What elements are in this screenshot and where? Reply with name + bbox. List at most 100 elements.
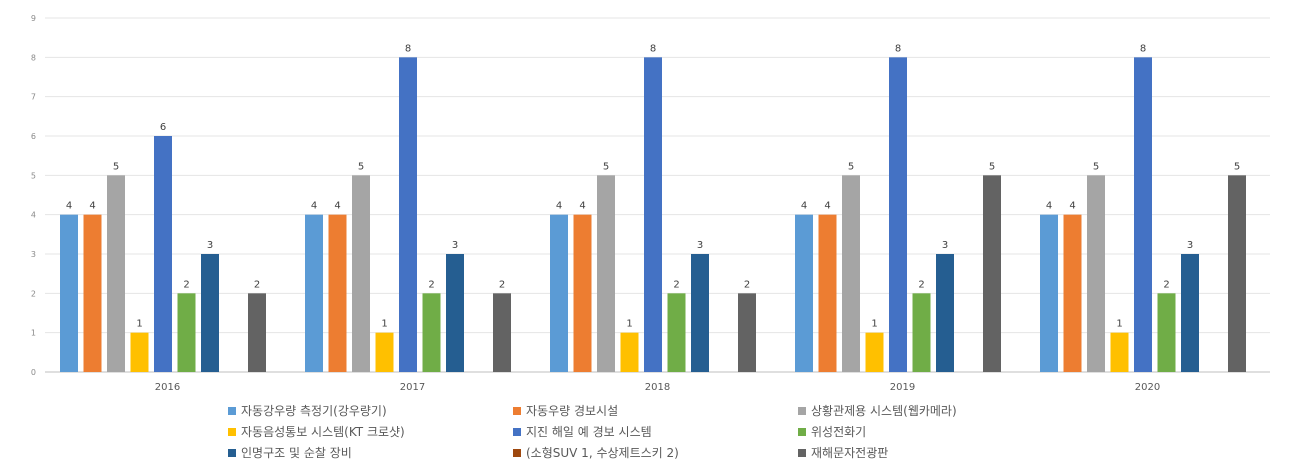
bar [60,214,78,372]
bar [795,214,813,372]
x-tick-label: 2017 [400,382,425,393]
data-label: 1 [1116,319,1122,330]
bar [201,254,219,372]
bar [691,254,709,372]
data-label: 5 [848,161,854,172]
data-label: 1 [626,319,632,330]
bar [493,293,511,372]
bar [1134,57,1152,372]
data-label: 1 [381,319,387,330]
data-label: 5 [989,161,995,172]
bar [305,214,323,372]
legend-label: 자동우량 경보시설 [526,404,619,418]
bar [1181,254,1199,372]
x-tick-label: 2020 [1135,382,1160,393]
legend-swatch [513,427,521,436]
legend-swatch [228,427,236,436]
data-label: 4 [1046,201,1052,212]
bar [983,175,1001,372]
legend-item: (소형SUV 1, 수상제트스키 2) [513,444,798,461]
data-label: 2 [744,279,750,290]
legend-label: 지진 해일 예 경보 시스템 [526,425,652,439]
data-label: 3 [1187,240,1193,251]
bars [60,57,1246,372]
x-axis-ticks: 2016 2017 2018 2019 2020 [155,382,1160,393]
data-label: 8 [650,43,656,54]
bar [352,175,370,372]
bar [818,214,837,372]
data-label: 5 [358,161,364,172]
legend-label: 재해문자전광판 [811,446,889,460]
bar [936,254,954,372]
bar [177,293,196,372]
y-tick-label: 4 [31,211,36,220]
legend-item: 자동음성통보 시스템(KT 크로샷) [228,423,513,440]
y-tick-label: 3 [31,250,36,259]
bar [422,293,441,372]
data-label: 2 [673,279,679,290]
data-label: 8 [895,43,901,54]
legend-label: 위성전화기 [811,425,867,439]
bar [1063,214,1082,372]
data-label: 4 [89,201,95,212]
data-label: 8 [1140,43,1146,54]
bar [248,293,266,372]
y-tick-label: 9 [31,14,36,23]
data-label: 2 [918,279,924,290]
data-label: 5 [603,161,609,172]
bar [597,175,615,372]
y-axis-ticks: 0 1 2 3 4 5 6 7 8 9 [31,14,36,377]
legend-item: 상황관제용 시스템(웹카메라) [798,402,1028,419]
data-label: 5 [1234,161,1240,172]
data-label: 5 [1093,161,1099,172]
bar [620,332,639,372]
legend-item: 재해문자전광판 [798,444,1028,461]
bar [573,214,592,372]
data-label: 2 [183,279,189,290]
legend-swatch [798,448,806,457]
y-tick-label: 2 [31,289,36,298]
y-tick-label: 1 [31,329,36,338]
legend-item: 자동우량 경보시설 [513,402,798,419]
data-label: 8 [405,43,411,54]
legend-item: 위성전화기 [798,423,1028,440]
legend-label: (소형SUV 1, 수상제트스키 2) [526,446,679,460]
data-label: 4 [801,201,807,212]
legend-item: 자동강우량 측정기(강우량기) [228,402,513,419]
chart: 0 1 2 3 4 5 6 7 8 9 4 4 5 1 6 2 3 2 4 4 5 1 8 2 3 2 4 4 5 1 8 2 3 2 4 4 5 1 8… [31,14,1270,393]
legend-swatch [228,448,236,457]
legend-swatch [228,406,236,415]
bar [1087,175,1105,372]
bar [889,57,907,372]
bar [550,214,568,372]
bar [446,254,464,372]
x-tick-label: 2016 [155,382,180,393]
bar [738,293,756,372]
data-label: 4 [556,201,562,212]
y-tick-label: 0 [31,368,36,377]
legend-label: 상황관제용 시스템(웹카메라) [811,404,957,418]
y-tick-label: 5 [31,171,36,180]
legend-label: 자동음성통보 시스템(KT 크로샷) [241,425,405,439]
bar [375,332,394,372]
data-label: 3 [452,240,458,251]
data-label: 3 [697,240,703,251]
data-label: 1 [136,319,142,330]
data-label: 4 [579,201,585,212]
bar [1157,293,1176,372]
data-label: 2 [499,279,505,290]
bar [154,136,172,372]
y-tick-label: 6 [31,132,36,141]
bar [912,293,931,372]
bar [83,214,102,372]
bar [107,175,125,372]
bar [667,293,686,372]
data-label: 6 [160,122,166,133]
data-labels: 4 4 5 1 6 2 3 2 4 4 5 1 8 2 3 2 4 4 5 1 8 2 3 2 4 4 5 1 8 2 3 5 4 4 5 1 8 2 3 5 [66,43,1240,329]
legend-item: 지진 해일 예 경보 시스템 [513,423,798,440]
legend-swatch [513,448,521,457]
data-label: 4 [66,201,72,212]
y-tick-label: 8 [31,53,36,62]
data-label: 2 [254,279,260,290]
bar [1228,175,1246,372]
